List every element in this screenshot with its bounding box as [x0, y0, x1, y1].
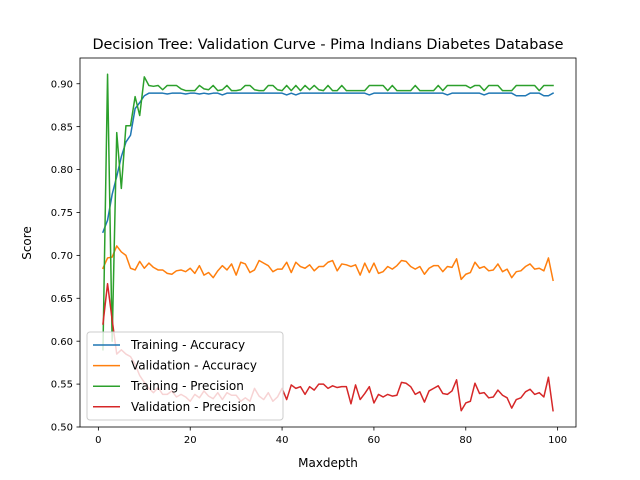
x-tick-label: 0: [95, 435, 101, 446]
y-axis-label: Score: [20, 226, 34, 260]
x-tick-label: 40: [276, 435, 289, 446]
x-axis-label: Maxdepth: [298, 456, 358, 470]
y-tick-label: 0.90: [51, 79, 73, 90]
axes-frame: [79, 57, 577, 428]
y-tick-label: 0.55: [51, 380, 73, 391]
y-tick-label: 0.80: [51, 165, 73, 176]
y-tick-label: 0.70: [51, 251, 73, 262]
legend-box: [86, 331, 284, 421]
y-tick-label: 0.65: [51, 294, 73, 305]
y-tick-label: 0.85: [51, 122, 73, 133]
legend: Training - Accuracy Validation - Accuracy…: [86, 331, 284, 421]
legend-label-1: Validation - Accuracy: [131, 359, 257, 373]
y-tick-label: 0.50: [51, 423, 73, 434]
x-tick-label: 60: [368, 435, 381, 446]
legend-label-3: Validation - Precision: [131, 400, 256, 414]
x-tick-label: 100: [548, 435, 567, 446]
y-tick-label: 0.75: [51, 208, 73, 219]
series-line-2: [102, 73, 554, 351]
y-tick-label: 0.60: [51, 337, 73, 348]
legend-label-0: Training - Accuracy: [130, 338, 245, 352]
axes: 0 20 40 60 80 100 0.50 0.55 0.60 0.65 0.70 0.75 0.80…: [51, 57, 577, 446]
series-line-1: [101, 245, 554, 282]
x-tick-label: 20: [184, 435, 197, 446]
chart-title: Decision Tree: Validation Curve - Pima I…: [92, 37, 563, 53]
series-line-0: [101, 92, 555, 234]
legend-label-2: Training - Precision: [130, 379, 244, 393]
x-tick-label: 80: [459, 435, 472, 446]
